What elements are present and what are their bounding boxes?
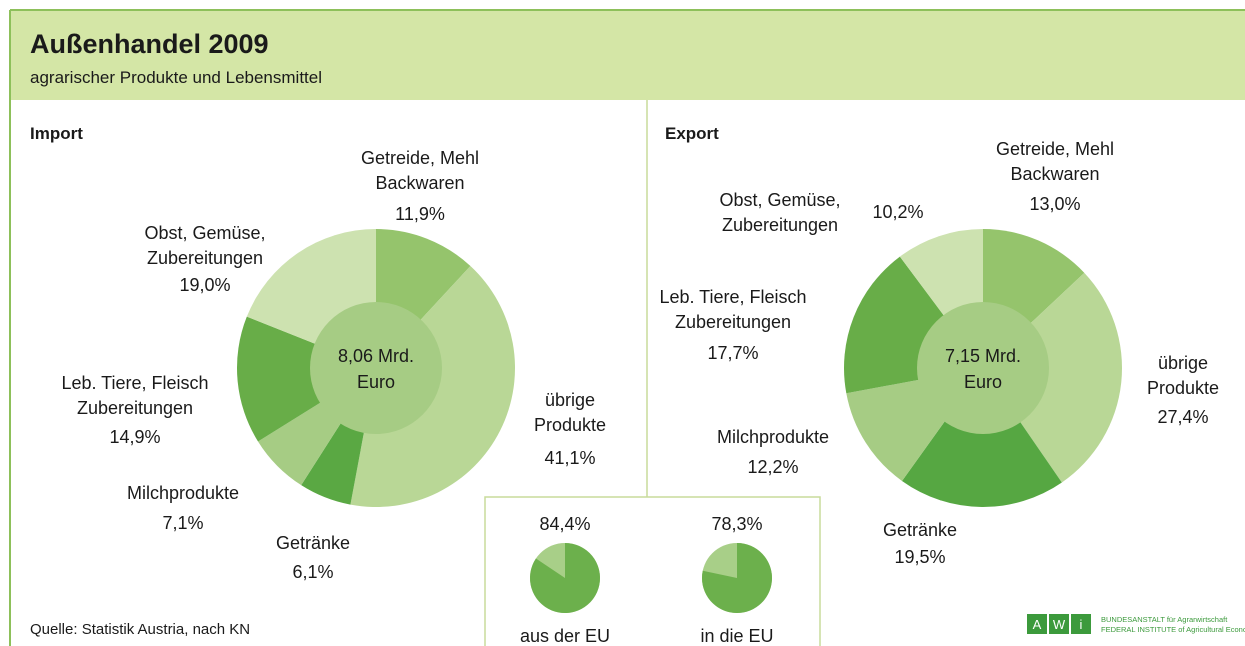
slice: [983, 272, 1122, 483]
value-label: 7,1%: [162, 513, 203, 533]
title: Außenhandel 2009: [30, 29, 269, 59]
category-label: übrige: [1158, 353, 1208, 373]
subtitle: agrarischer Produkte und Lebensmittel: [30, 68, 322, 87]
logo: A W i BUNDESANSTALT für Agrarwirtschaft …: [1027, 614, 1245, 634]
logo-box: [1071, 614, 1091, 634]
logo-letter: W: [1053, 617, 1066, 632]
category-label: Produkte: [534, 415, 606, 435]
center-label: Euro: [964, 372, 1002, 392]
category-label: Backwaren: [375, 173, 464, 193]
category-label: Zubereitungen: [77, 398, 193, 418]
category-label: Getreide, Mehl: [996, 139, 1114, 159]
slice: [702, 543, 772, 614]
value-label: 12,2%: [747, 457, 798, 477]
category-label: in die EU: [700, 626, 773, 646]
category-label: aus der EU: [520, 626, 610, 646]
category-label: übrige: [545, 390, 595, 410]
value-label: 11,9%: [395, 204, 445, 224]
value-label: 6,1%: [292, 562, 333, 582]
logo-box: [1049, 614, 1069, 634]
category-label: Getränke: [276, 533, 350, 553]
category-label: Zubereitungen: [147, 248, 263, 268]
category-label: Zubereitungen: [675, 312, 791, 332]
slice: [237, 316, 376, 442]
category-label: Getreide, Mehl: [361, 148, 479, 168]
category-label: Getränke: [883, 520, 957, 540]
category-label: Leb. Tiere, Fleisch: [659, 287, 806, 307]
category-label: Zubereitungen: [722, 215, 838, 235]
category-label: Produkte: [1147, 378, 1219, 398]
logo-letter: A: [1033, 617, 1042, 632]
logo-text: FEDERAL INSTITUTE of Agricultural Econom…: [1101, 625, 1245, 634]
chart-title: Export: [665, 124, 719, 143]
category-label: Milchprodukte: [717, 427, 829, 447]
value-label: 10,2%: [872, 202, 923, 222]
logo-box: [1027, 614, 1047, 634]
logo-letter: i: [1080, 617, 1083, 632]
center-label: 8,06 Mrd.: [338, 346, 414, 366]
center-circle: [917, 302, 1049, 434]
logo-text: BUNDESANSTALT für Agrarwirtschaft: [1101, 615, 1228, 624]
value-label: 14,9%: [109, 427, 160, 447]
center-label: Euro: [357, 372, 395, 392]
value-label: 78,3%: [711, 514, 762, 534]
slice: [902, 368, 1062, 507]
value-label: 19,0%: [179, 275, 230, 295]
category-label: Milchprodukte: [127, 483, 239, 503]
value-label: 41,1%: [544, 448, 595, 468]
center-circle: [310, 302, 442, 434]
category-label: Obst, Gemüse,: [719, 190, 840, 210]
value-label: 17,7%: [707, 343, 758, 363]
source: Quelle: Statistik Austria, nach KN: [30, 621, 250, 638]
header-band: [10, 10, 1245, 100]
value-label: 84,4%: [539, 514, 590, 534]
chart-title: Import: [30, 124, 83, 143]
value-label: 27,4%: [1157, 407, 1208, 427]
slice: [530, 543, 600, 613]
center-label: 7,15 Mrd.: [945, 346, 1021, 366]
category-label: Leb. Tiere, Fleisch: [61, 373, 208, 393]
category-label: Obst, Gemüse,: [144, 223, 265, 243]
category-label: Backwaren: [1010, 164, 1099, 184]
value-label: 13,0%: [1029, 194, 1080, 214]
value-label: 19,5%: [894, 547, 945, 567]
